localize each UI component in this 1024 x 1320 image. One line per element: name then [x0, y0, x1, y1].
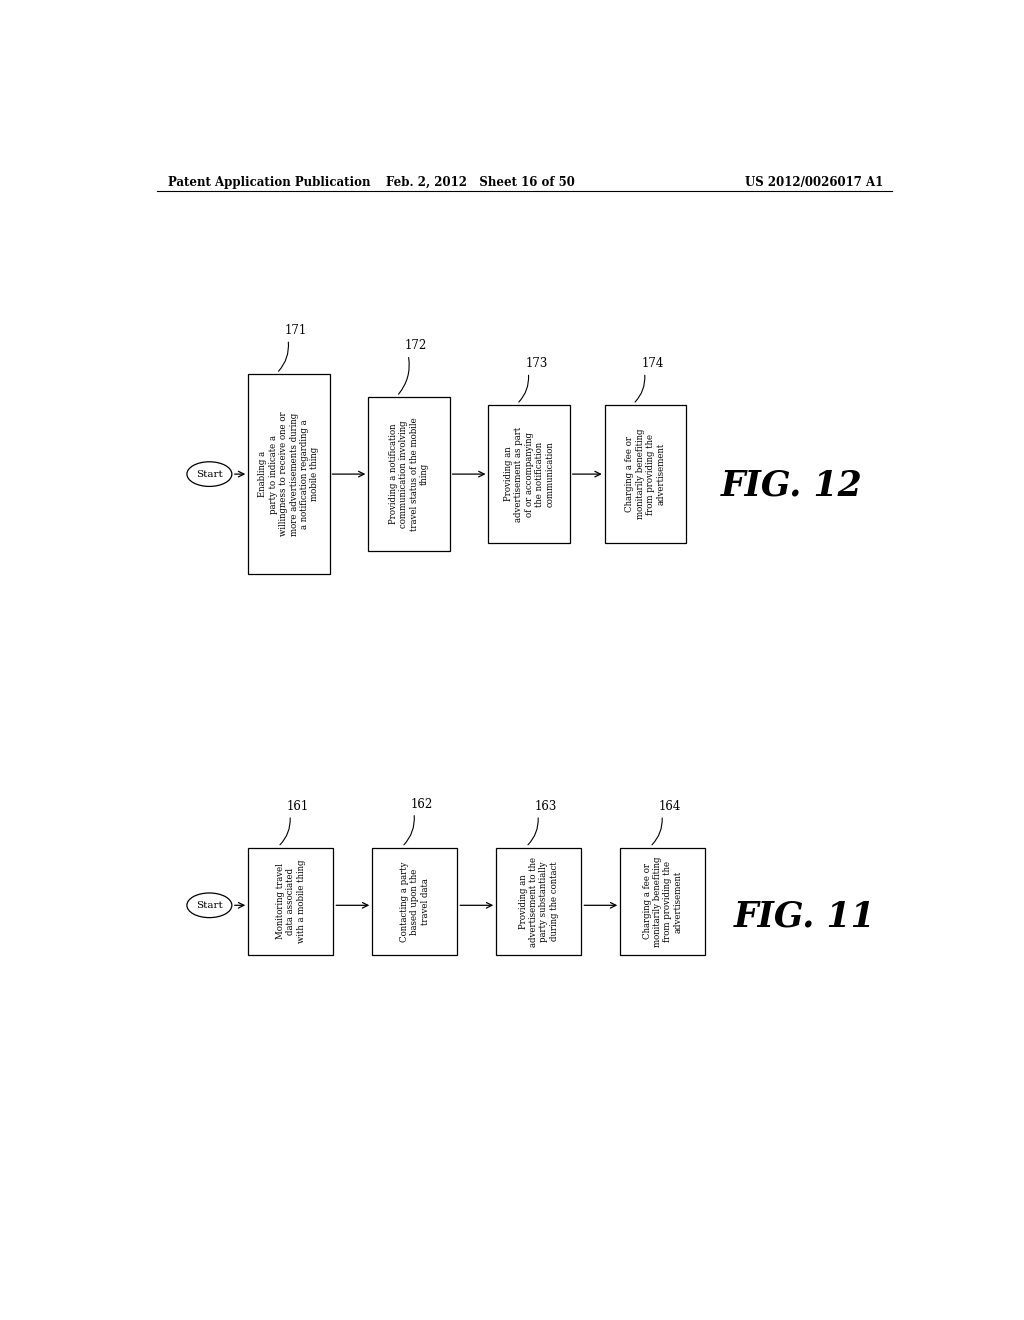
Text: Start: Start [196, 900, 223, 909]
FancyBboxPatch shape [369, 397, 450, 552]
Text: 163: 163 [535, 800, 557, 813]
FancyBboxPatch shape [604, 405, 686, 544]
Text: FIG. 11: FIG. 11 [734, 900, 876, 933]
Text: Feb. 2, 2012   Sheet 16 of 50: Feb. 2, 2012 Sheet 16 of 50 [386, 176, 575, 189]
Text: 164: 164 [658, 800, 681, 813]
Text: Monitoring travel
data associated
with a mobile thing: Monitoring travel data associated with a… [275, 859, 305, 944]
Ellipse shape [187, 894, 231, 917]
FancyBboxPatch shape [248, 374, 330, 574]
Text: Contacting a party
based upon the
travel data: Contacting a party based upon the travel… [399, 861, 430, 941]
Text: 171: 171 [285, 323, 307, 337]
Text: Providing an
advertisement to the
party substantially
during the contact: Providing an advertisement to the party … [518, 857, 559, 946]
Text: Providing a notification
communication involving
travel status of the mobile
thi: Providing a notification communication i… [389, 417, 429, 531]
Text: Start: Start [196, 470, 223, 479]
Text: 174: 174 [641, 358, 664, 370]
Text: 172: 172 [406, 339, 427, 352]
FancyBboxPatch shape [248, 847, 334, 956]
Text: 161: 161 [287, 800, 309, 813]
FancyBboxPatch shape [372, 847, 458, 956]
Text: Charging a fee or
monitarily benefiting
from providing the
advertisement: Charging a fee or monitarily benefiting … [643, 857, 683, 946]
Text: Patent Application Publication: Patent Application Publication [168, 176, 371, 189]
Text: US 2012/0026017 A1: US 2012/0026017 A1 [745, 176, 884, 189]
Ellipse shape [187, 462, 231, 487]
Text: 173: 173 [525, 358, 548, 370]
Text: Charging a fee or
monitarily benefiting
from providing the
advertisement: Charging a fee or monitarily benefiting … [626, 429, 666, 519]
FancyBboxPatch shape [621, 847, 706, 956]
Text: FIG. 12: FIG. 12 [721, 469, 862, 503]
Text: Providing an
advertisement as part
of or accompanying
the notification
communica: Providing an advertisement as part of or… [504, 426, 554, 521]
FancyBboxPatch shape [496, 847, 582, 956]
Text: Enabling a
party to indicate a
willingness to receive one or
more advertisements: Enabling a party to indicate a willingne… [258, 412, 319, 536]
FancyBboxPatch shape [488, 405, 569, 544]
Text: 162: 162 [411, 797, 433, 810]
